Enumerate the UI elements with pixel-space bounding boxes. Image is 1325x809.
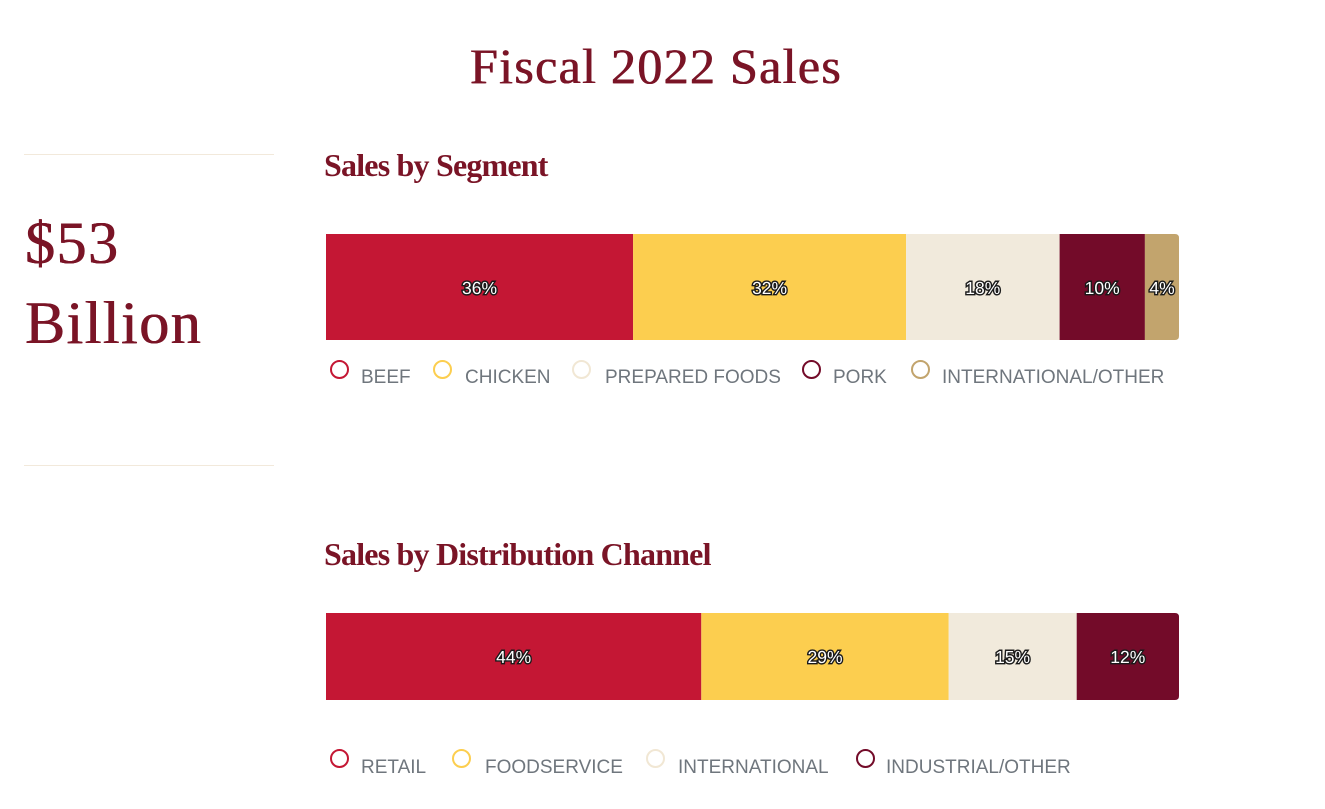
svg-text:29%: 29% xyxy=(807,647,842,667)
svg-text:4%: 4% xyxy=(1149,278,1174,298)
svg-text:15%: 15% xyxy=(995,647,1030,667)
svg-text:44%: 44% xyxy=(496,647,531,667)
svg-text:10%: 10% xyxy=(1085,278,1120,298)
svg-text:32%: 32% xyxy=(752,278,787,298)
svg-text:36%: 36% xyxy=(462,278,497,298)
svg-text:12%: 12% xyxy=(1110,647,1145,667)
svg-text:18%: 18% xyxy=(965,278,1000,298)
